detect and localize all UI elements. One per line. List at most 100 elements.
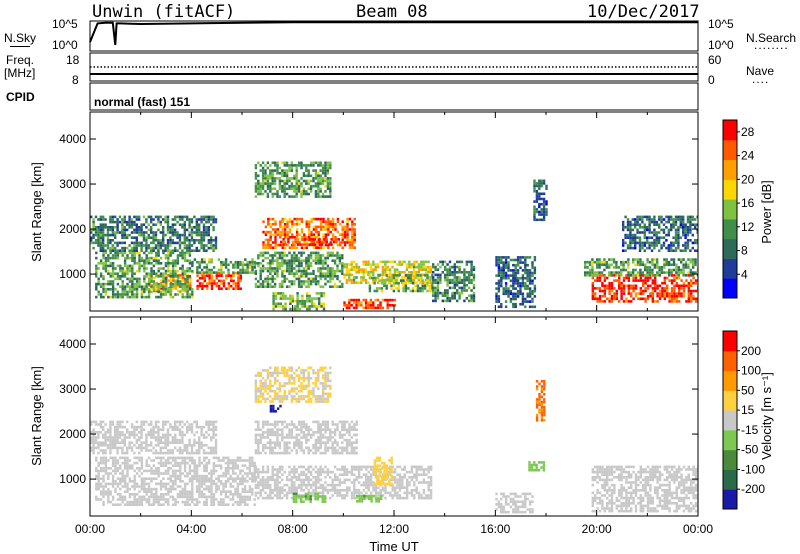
echo-cell [210, 487, 213, 491]
echo-cell [630, 284, 633, 288]
echo-cell [208, 282, 211, 285]
echo-cell [174, 498, 177, 501]
echo-cell [317, 179, 320, 183]
echo-cell [661, 287, 664, 290]
echo-cell [591, 297, 594, 301]
echo-cell [620, 297, 623, 301]
echo-cell [269, 272, 272, 275]
echo-cell [353, 217, 356, 221]
echo-cell [514, 258, 517, 262]
echo-cell [222, 260, 225, 264]
echo-cell [207, 461, 211, 465]
echo-cell [324, 177, 327, 180]
echo-cell [329, 230, 332, 234]
echo-cell [264, 246, 268, 249]
echo-cell [694, 218, 697, 221]
echo-cell [392, 289, 396, 293]
echo-cell [152, 259, 156, 262]
echo-cell [441, 271, 444, 274]
echo-cell [123, 269, 127, 273]
echo-cell [696, 215, 698, 219]
echo-cell [350, 420, 354, 424]
echo-cell [257, 161, 260, 165]
echo-cell [322, 305, 326, 308]
echo-cell [278, 179, 282, 183]
echo-cell [147, 244, 150, 247]
echo-cell [646, 297, 650, 301]
echo-cell [680, 268, 683, 272]
echo-cell [412, 271, 416, 274]
echo-cell [224, 467, 228, 470]
echo-cell [147, 256, 151, 260]
echo-cell [186, 295, 189, 299]
echo-cell [460, 281, 464, 284]
echo-cell [357, 298, 361, 302]
echo-cell [586, 260, 589, 264]
echo-cell [375, 289, 379, 293]
echo-cell [618, 287, 621, 290]
echo-cell [123, 490, 127, 493]
echo-cell [598, 266, 601, 269]
echo-cell [140, 285, 144, 288]
echo-cell [135, 215, 138, 219]
echo-cell [269, 254, 272, 257]
echo-cell [140, 259, 144, 262]
echo-cell [278, 451, 282, 455]
echo-cell [653, 263, 656, 267]
echo-cell [145, 249, 148, 252]
echo-cell [627, 279, 630, 282]
echo-cell [198, 271, 201, 274]
echo-cell [343, 265, 346, 269]
echo-cell [392, 281, 396, 285]
echo-cell [305, 164, 308, 167]
echo-cell [317, 267, 320, 270]
echo-cell [315, 217, 318, 221]
freq-right-bottom-tick: 0 [708, 73, 715, 87]
echo-cell [210, 241, 213, 245]
echo-cell [615, 289, 618, 293]
echo-cell [653, 218, 656, 221]
echo-cell [236, 477, 240, 480]
echo-cell [200, 485, 204, 488]
echo-cell [278, 256, 282, 260]
echo-cell [646, 279, 650, 282]
echo-cell [162, 495, 165, 499]
echo-cell [307, 228, 311, 231]
echo-cell [147, 272, 151, 275]
echo-cell [309, 428, 313, 431]
echo-cell [674, 215, 678, 219]
echo-cell [315, 246, 318, 249]
echo-cell [114, 480, 117, 483]
echo-cell [230, 279, 233, 283]
echo-cell [692, 258, 695, 261]
echo-cell [319, 169, 322, 172]
echo-cell [324, 451, 327, 455]
echo-cell [159, 295, 163, 299]
echo-cell [393, 260, 397, 264]
echo-cell [470, 265, 473, 269]
echo-cell [516, 256, 520, 259]
echo-cell [99, 236, 102, 239]
echo-cell [271, 259, 274, 262]
echo-cell [360, 276, 363, 279]
echo-cell [341, 272, 344, 275]
echo-cell [352, 281, 356, 284]
echo-cell [155, 493, 158, 496]
echo-cell [190, 239, 194, 242]
echo-cell [162, 493, 165, 496]
echo-cell [310, 220, 313, 223]
echo-cell [114, 503, 117, 506]
echo-cell [269, 449, 272, 452]
echo-cell [230, 277, 233, 280]
echo-cell [184, 279, 187, 282]
echo-cell [677, 246, 680, 250]
echo-cell [412, 260, 416, 264]
echo-cell [159, 459, 163, 462]
echo-cell [642, 281, 645, 285]
echo-cell [162, 503, 165, 506]
echo-cell [169, 456, 172, 460]
echo-cell [239, 277, 242, 280]
echo-cell [542, 192, 546, 196]
echo-cell [123, 461, 127, 465]
echo-cell [638, 223, 642, 226]
